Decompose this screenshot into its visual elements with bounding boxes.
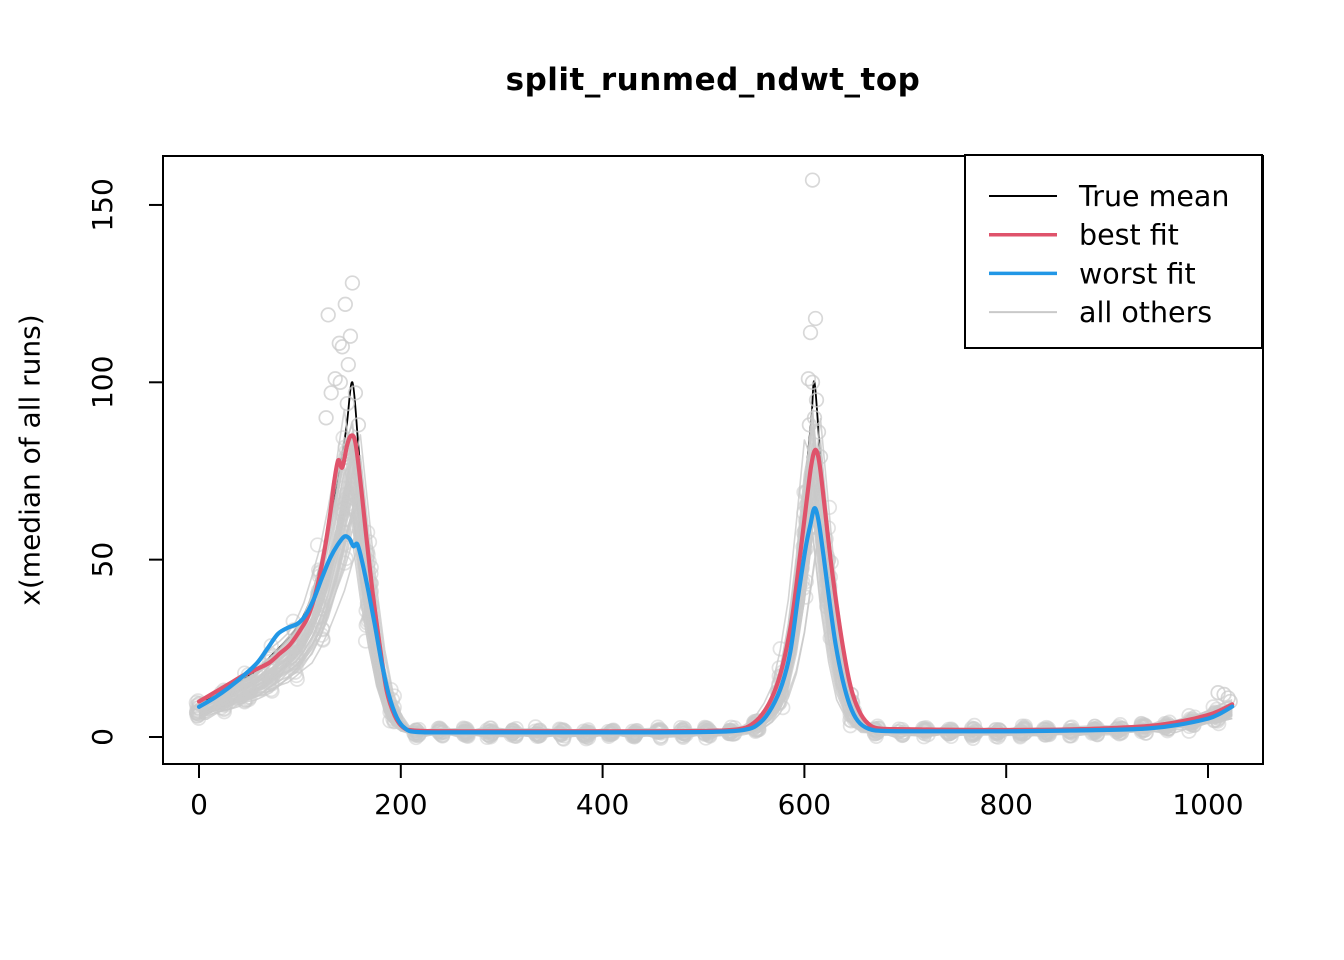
outlier-circle (334, 339, 350, 355)
y-tick-label: 100 (86, 356, 119, 409)
data-point-circle (338, 491, 355, 507)
data-point-circle (315, 600, 331, 616)
chart-title: split_runmed_ndwt_top (505, 62, 921, 98)
legend-label: best fit (1079, 219, 1179, 252)
x-tick-label: 800 (979, 788, 1032, 821)
outlier-circle (1210, 685, 1226, 701)
outlier-circle (323, 385, 339, 401)
data-point-circle (264, 663, 281, 679)
y-tick-label: 150 (86, 178, 119, 231)
outlier-circle (802, 324, 819, 341)
data-point-circle (216, 704, 232, 720)
ensemble-line (198, 495, 1233, 737)
outlier-circle (340, 356, 356, 373)
data-point-circle (676, 720, 692, 736)
legend-box (964, 154, 1263, 349)
outlier-circle (800, 371, 817, 387)
outlier-circle (810, 424, 827, 440)
data-point-circle (822, 630, 838, 646)
data-point-circle (237, 691, 253, 708)
data-point-circle (338, 550, 354, 567)
outlier-circle (347, 385, 364, 401)
data-point-circle (242, 684, 259, 700)
outlier-circle (342, 328, 359, 344)
data-point-circle (430, 720, 446, 737)
series-worst-fit (196, 506, 1235, 735)
legend-label: worst fit (1079, 257, 1196, 290)
legend-label: True mean (1078, 180, 1229, 213)
data-point-circle (988, 726, 1005, 742)
data-point-circle (334, 507, 350, 523)
outlier-circle (337, 296, 353, 312)
x-tick-label: 1000 (1172, 788, 1243, 821)
outlier-circle (320, 307, 336, 323)
outlier-circle (331, 335, 347, 351)
data-point-circle (309, 537, 326, 553)
data-point-circle (315, 631, 331, 647)
x-tick-label: 600 (778, 788, 831, 821)
outlier-circle (807, 310, 824, 327)
data-point-circle (265, 668, 282, 685)
ensemble-line (198, 468, 1233, 736)
ensemble-lines (198, 408, 1233, 738)
legend-label: all others (1079, 296, 1212, 329)
outlier-circle (332, 374, 348, 390)
data-point-circle (263, 638, 279, 654)
outlier-circle (804, 172, 821, 188)
data-point-circle (314, 621, 330, 637)
x-tick-label: 200 (374, 788, 427, 821)
x-tick-label: 400 (576, 788, 629, 821)
plot-border (162, 155, 1264, 765)
legend: True mean best fit worst fit all others (964, 154, 1263, 349)
data-point-circle (506, 728, 522, 744)
data-point-circle (288, 657, 304, 674)
outlier-circle (808, 392, 825, 408)
ensemble-line (198, 531, 1233, 738)
outlier-circle (339, 395, 355, 412)
outlier-circle (804, 374, 821, 390)
y-tick-label: 0 (86, 728, 119, 746)
data-point-circle (311, 609, 328, 625)
outlier-circle (318, 410, 334, 426)
outlier-circle (350, 417, 367, 433)
x-tick-label: 0 (190, 788, 208, 821)
data-point-circle (357, 633, 374, 649)
data-point-circle (941, 725, 958, 742)
outlier-circle (344, 275, 361, 291)
data-point-circle (964, 726, 980, 742)
data-point-circle (288, 650, 304, 667)
data-point-circle (214, 697, 230, 713)
data-point-circle (338, 486, 355, 502)
y-tick-label: 50 (86, 542, 119, 578)
data-point-circle (263, 674, 280, 690)
plot-area (188, 172, 1238, 747)
